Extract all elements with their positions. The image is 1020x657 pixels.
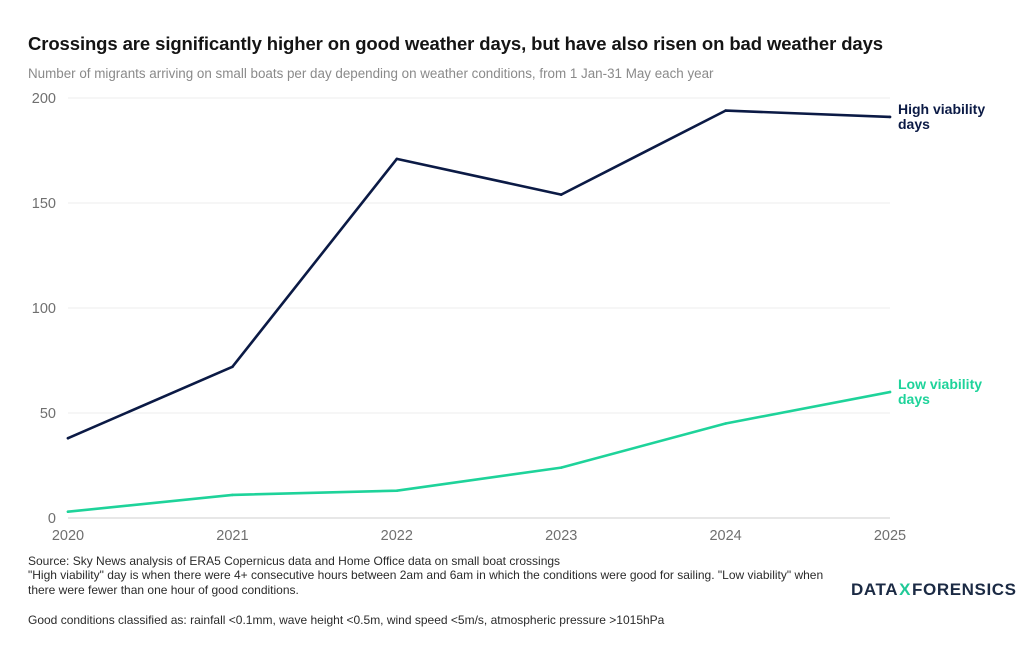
- data-point: [724, 422, 727, 425]
- series-lines: [66, 109, 892, 514]
- data-point: [888, 115, 892, 119]
- source-note: Source: Sky News analysis of ERA5 Copern…: [28, 554, 561, 568]
- y-tick-label: 200: [32, 91, 56, 107]
- series-label: Low viability: [898, 376, 982, 392]
- series-label: days: [898, 116, 930, 132]
- conditions-note: Good conditions classified as: rainfall …: [28, 613, 665, 627]
- y-tick-label: 0: [48, 511, 56, 527]
- data-point: [888, 390, 892, 394]
- data-point: [559, 466, 563, 469]
- data-point: [66, 436, 70, 440]
- x-axis-ticks: 2020 2021 2022 2023 2024 2025: [52, 528, 906, 544]
- series-label: days: [898, 391, 930, 407]
- logo-word-data: DATA: [851, 580, 899, 599]
- series-line-low-viability: [66, 390, 892, 514]
- y-axis-ticks: 0 50 100 150 200: [32, 91, 56, 527]
- y-tick-label: 50: [40, 406, 56, 422]
- x-tick-label: 2020: [52, 528, 84, 544]
- data-point: [395, 489, 399, 493]
- logo-word-forensics: FORENSICS: [912, 580, 1017, 599]
- y-tick-label: 150: [32, 196, 56, 212]
- data-point: [559, 193, 563, 196]
- gridlines: [68, 97, 890, 519]
- data-point: [66, 510, 70, 513]
- data-x-forensics-logo: DATAXFORENSICS: [851, 580, 1017, 600]
- x-tick-label: 2024: [709, 528, 741, 544]
- series-label: High viability: [898, 101, 985, 117]
- x-tick-label: 2023: [545, 528, 577, 544]
- chart-subtitle: Number of migrants arriving on small boa…: [28, 66, 714, 81]
- x-tick-label: 2021: [216, 528, 248, 544]
- y-tick-label: 100: [32, 301, 56, 317]
- series-line-high-viability: [66, 109, 892, 440]
- x-tick-label: 2025: [874, 528, 906, 544]
- logo-x: X: [899, 580, 912, 599]
- data-point: [724, 109, 727, 112]
- definition-note: "High viability" day is when there were …: [28, 568, 824, 597]
- data-point: [231, 493, 234, 497]
- x-tick-label: 2022: [381, 528, 413, 544]
- data-point: [395, 157, 399, 161]
- chart-title: Crossings are significantly higher on go…: [28, 33, 883, 54]
- data-point: [231, 365, 234, 369]
